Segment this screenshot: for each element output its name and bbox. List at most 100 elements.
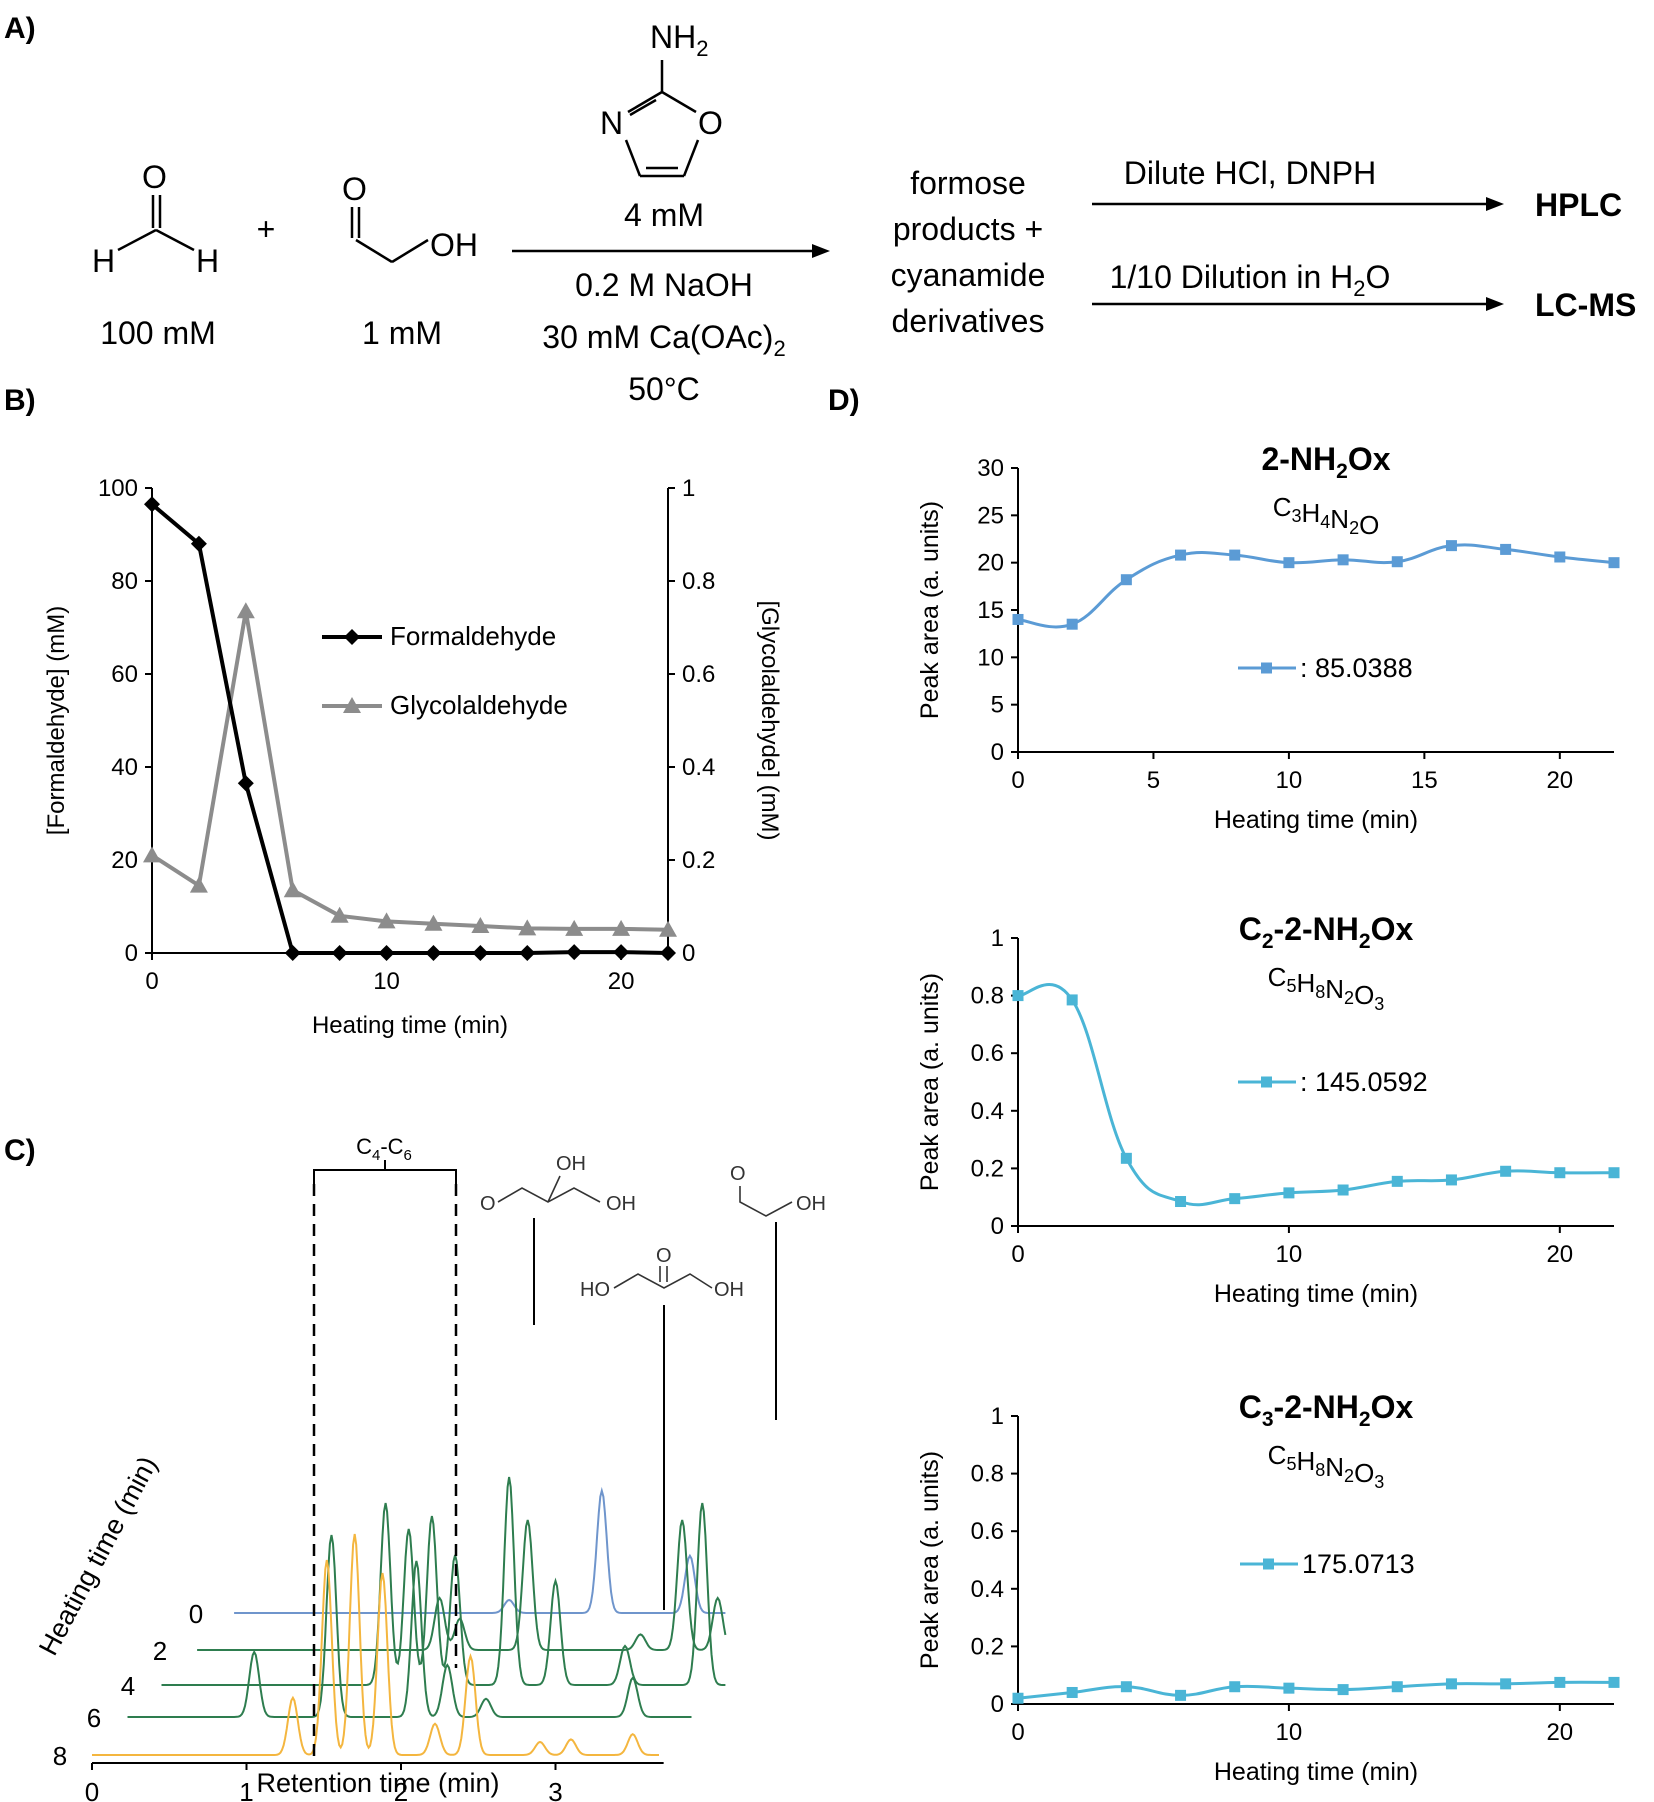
series-point (1175, 1690, 1186, 1701)
series-point (1121, 574, 1132, 585)
x-axis-title: Heating time (min) (312, 1012, 508, 1039)
y-tick-label: 0 (991, 1691, 1004, 1718)
series-point (1121, 1681, 1132, 1692)
y-tick-label: 10 (977, 644, 1004, 671)
y-tick-label: 1 (991, 925, 1004, 952)
y2-tick-label: 0.4 (682, 754, 715, 781)
y-tick-label: 0.4 (971, 1576, 1004, 1603)
dihydroxyacetone-structure: HO O OH (580, 1245, 744, 1301)
formaldehyde-h-left: H (92, 243, 115, 279)
formaldehyde-point (472, 945, 488, 961)
y-tick-label: 0.6 (971, 1040, 1004, 1067)
product-line-1: formose (910, 165, 1026, 201)
series-point (1067, 1687, 1078, 1698)
svg-text:HO: HO (580, 1279, 610, 1301)
glycolaldehyde-structure: O OH (342, 171, 478, 263)
formaldehyde-h-right: H (196, 243, 219, 279)
series-line (1018, 545, 1614, 627)
series-point (1283, 557, 1294, 568)
formaldehyde-oxygen: O (142, 159, 167, 195)
y-tick-label: 20 (977, 550, 1004, 577)
y2-tick-label: 0 (682, 940, 695, 967)
x-tick-label: 10 (373, 968, 400, 995)
formaldehyde-point (285, 945, 301, 961)
chart-d1: 0 5 10 15 20 25 30 0 5 10 15 20 Heating time (min) Pe… (916, 441, 1620, 834)
chart-title: C3-2-NH2Ox (1239, 1389, 1414, 1431)
series-point (1121, 1153, 1132, 1164)
aminooxazole-structure: NH2 N O (600, 19, 723, 176)
x-tick-label: 10 (1276, 1241, 1303, 1268)
x-tick-label: 0 (145, 968, 158, 995)
product-line-4: derivatives (892, 303, 1045, 339)
chart-formula: C3H4N2O (1273, 492, 1380, 540)
lcms-label: LC-MS (1535, 287, 1636, 323)
trace-label-2: 2 (153, 1636, 167, 1666)
formaldehyde-point (425, 945, 441, 961)
x-tick-label: 5 (1147, 767, 1160, 794)
glycolaldehyde-point (143, 846, 161, 862)
series-point (1392, 1681, 1403, 1692)
series-point (1446, 1174, 1457, 1185)
series-point (1609, 557, 1620, 568)
legend-glycolaldehyde-label: Glycolaldehyde (390, 690, 568, 720)
y-tick-label: 0 (991, 739, 1004, 766)
panel-label-b: B) (4, 384, 36, 417)
series-point (1500, 544, 1511, 555)
series-point (1338, 554, 1349, 565)
glycolaldehyde-concentration: 1 mM (362, 315, 442, 351)
series-point (1500, 1166, 1511, 1177)
y-tick-label: 1 (991, 1403, 1004, 1430)
series-point (1500, 1678, 1511, 1689)
amine-label: NH2 (650, 19, 708, 61)
y-tick-label: 25 (977, 502, 1004, 529)
x-tick-label: 0 (1011, 767, 1024, 794)
y-tick-label: 80 (111, 568, 138, 595)
hplc-label: HPLC (1535, 187, 1622, 223)
route-lcms-label: 1/10 Dilution in H2O (1110, 259, 1391, 301)
y-tick-label: 0.8 (971, 1461, 1004, 1488)
y2-axis-title: [Glycolaldehyde] (mM) (756, 600, 783, 840)
bracket-top (314, 1170, 456, 1184)
bracket-label: C4-C6 (356, 1134, 412, 1164)
x-axis-title: Retention time (min) (256, 1768, 499, 1798)
legend-formaldehyde-marker (344, 629, 360, 645)
svg-text:O: O (480, 1193, 496, 1215)
reaction-arrowhead (812, 244, 830, 258)
y2-tick-label: 1 (682, 475, 695, 502)
y-tick-label: 0 (125, 940, 138, 967)
trace-6 (128, 1535, 692, 1717)
x-axis-title: Heating time (min) (1214, 1758, 1418, 1786)
route-hplc-label: Dilute HCl, DNPH (1124, 155, 1376, 191)
y2-tick-label: 0.6 (682, 661, 715, 688)
glycolaldehyde-point (190, 877, 208, 893)
panel-label-d: D) (828, 384, 860, 417)
x-axis-title: Heating time (min) (1214, 1280, 1418, 1308)
x-tick-label: 0 (1011, 1241, 1024, 1268)
condition-naoh: 0.2 M NaOH (575, 267, 753, 303)
legend-marker (1261, 663, 1272, 674)
y-tick-label: 100 (98, 475, 138, 502)
x-tick-label: 0 (85, 1777, 99, 1802)
series-point (1554, 1677, 1565, 1688)
series-point (1013, 614, 1024, 625)
y-tick-label: 0.4 (971, 1098, 1004, 1125)
y-tick-label: 5 (991, 692, 1004, 719)
trace-label-8: 8 (53, 1741, 67, 1771)
x-tick-label: 20 (1546, 767, 1573, 794)
series-point (1175, 550, 1186, 561)
series-point (1013, 1693, 1024, 1704)
y-tick-label: 0 (991, 1213, 1004, 1240)
x-tick-label: 20 (1546, 1241, 1573, 1268)
chart-c: C4-C6 O OH OH HO O OH O OH 0 1 2 3Retention… (33, 1134, 826, 1802)
series-point (1338, 1185, 1349, 1196)
x-tick-label: 15 (1411, 767, 1438, 794)
y-axis-title: Peak area (a. units) (916, 1451, 944, 1669)
series-point (1067, 994, 1078, 1005)
x-tick-label: 20 (1546, 1719, 1573, 1746)
panel-label-c: C) (4, 1134, 36, 1167)
series-point (1229, 1193, 1240, 1204)
formaldehyde-line (152, 504, 668, 953)
formaldehyde-point (566, 944, 582, 960)
series-point (1338, 1684, 1349, 1695)
x-tick-label: 0 (1011, 1719, 1024, 1746)
